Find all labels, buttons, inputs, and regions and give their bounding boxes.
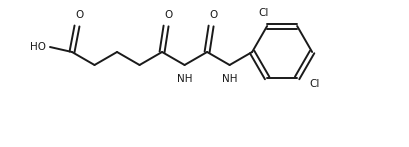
Text: O: O	[164, 10, 172, 20]
Text: HO: HO	[30, 42, 46, 52]
Text: NH: NH	[177, 74, 192, 84]
Text: Cl: Cl	[258, 8, 268, 18]
Text: Cl: Cl	[309, 79, 319, 89]
Text: O: O	[75, 10, 83, 20]
Text: O: O	[209, 10, 217, 20]
Text: NH: NH	[222, 74, 237, 84]
